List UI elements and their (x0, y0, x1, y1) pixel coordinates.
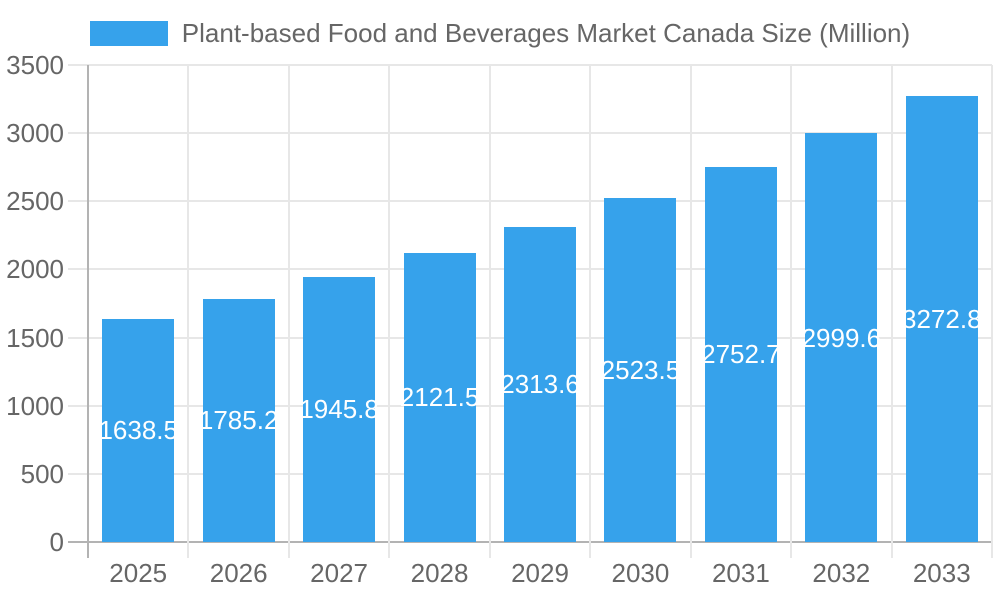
y-axis-tick-label: 3500 (6, 50, 64, 80)
x-axis-line (87, 65, 89, 558)
y-axis-tick-label: 0 (49, 527, 64, 557)
x-axis-tick-label: 2025 (109, 558, 168, 588)
x-axis-tick-label: 2031 (711, 558, 770, 588)
x-gridline (689, 65, 692, 558)
legend-color-swatch (89, 20, 168, 46)
bar-2025[interactable] (102, 318, 175, 542)
y-axis-tick-label: 500 (20, 458, 64, 489)
x-axis-tick-label: 2033 (912, 558, 971, 588)
y-axis-zero-line (68, 541, 992, 543)
bar-2031[interactable] (704, 166, 777, 542)
x-axis-tick-label: 2026 (209, 558, 268, 588)
bar-2029[interactable] (504, 226, 576, 542)
x-axis-tick-label: 2032 (812, 558, 871, 588)
bar-2030[interactable] (604, 198, 677, 542)
bar-2027[interactable] (303, 276, 376, 542)
x-gridline (991, 65, 993, 558)
x-gridline (790, 65, 793, 558)
x-gridline (287, 65, 290, 558)
x-axis-tick-label: 2029 (511, 558, 569, 588)
x-axis-tick-label: 2030 (611, 558, 670, 588)
x-gridline (187, 65, 190, 558)
bar-2033[interactable] (905, 95, 978, 542)
y-axis-tick-label: 1000 (6, 390, 64, 421)
x-gridline (589, 65, 592, 558)
y-gridline (68, 132, 992, 135)
legend-series-label: Plant-based Food and Beverages Market Ca… (181, 18, 911, 48)
y-axis-tick-label: 1500 (6, 322, 64, 353)
x-gridline (488, 65, 491, 558)
x-axis-tick-label: 2027 (310, 558, 369, 588)
bar-2026[interactable] (202, 298, 275, 542)
y-axis-tick-label: 2000 (6, 254, 64, 285)
y-axis-tick-label: 2500 (6, 186, 64, 217)
legend[interactable]: Plant-based Food and Beverages Market Ca… (0, 14, 1000, 52)
y-gridline (68, 200, 992, 203)
y-gridline (68, 64, 992, 66)
bar-2032[interactable] (805, 133, 878, 542)
y-axis-tick-label: 3000 (6, 118, 64, 149)
x-axis-tick-label: 2028 (410, 558, 469, 588)
x-gridline (388, 65, 391, 558)
x-gridline (890, 65, 893, 558)
bar-2028[interactable] (403, 252, 476, 542)
